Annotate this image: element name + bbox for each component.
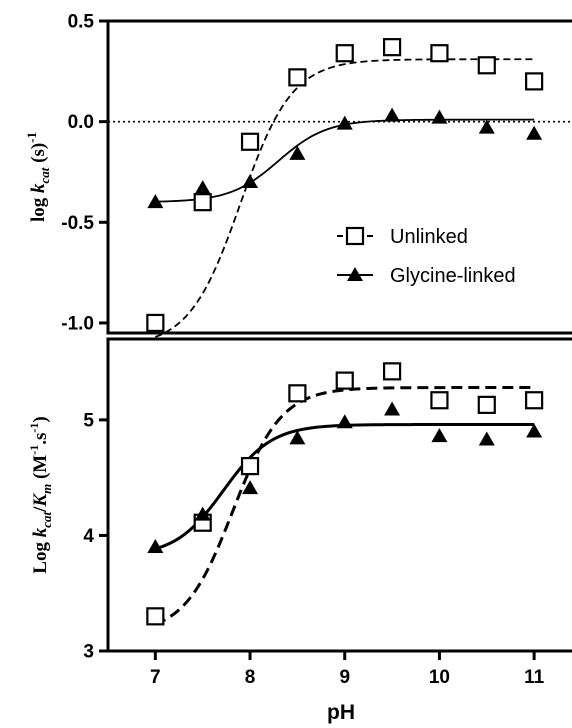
bottom-point-glycine-linked bbox=[478, 431, 495, 446]
top-y-tick-label: -1.0 bbox=[61, 313, 94, 334]
legend: Unlinked Glycine-linked bbox=[337, 226, 516, 287]
bottom-point-unlinked bbox=[288, 384, 307, 403]
bottom-point-unlinked bbox=[240, 457, 260, 476]
bottom-point-glycine-linked bbox=[431, 428, 448, 443]
data-markers bbox=[146, 38, 544, 626]
legend-marker-glycine-linked bbox=[347, 267, 363, 281]
bottom-point-glycine-linked bbox=[384, 401, 401, 416]
bottom-x-tick-label: 8 bbox=[245, 667, 256, 688]
bottom-point-unlinked bbox=[430, 391, 449, 410]
top-point-unlinked bbox=[525, 72, 544, 91]
top-point-unlinked bbox=[382, 38, 402, 57]
x-axis-title: pH bbox=[327, 701, 355, 724]
top-point-glycine-linked bbox=[242, 174, 259, 189]
top-point-glycine-linked bbox=[478, 119, 495, 134]
bottom-point-unlinked bbox=[382, 362, 402, 381]
top-point-unlinked bbox=[240, 132, 260, 151]
bottom-fit-curve-unlinked bbox=[154, 386, 535, 626]
bottom-point-glycine-linked bbox=[194, 506, 211, 521]
top-point-unlinked bbox=[477, 56, 496, 75]
bottom-point-glycine-linked bbox=[526, 423, 543, 438]
top-point-glycine-linked bbox=[289, 145, 306, 160]
bottom-point-unlinked bbox=[525, 391, 544, 410]
fit-curves bbox=[154, 58, 535, 626]
bottom-y-tick-label: 5 bbox=[83, 410, 94, 431]
top-point-glycine-linked bbox=[431, 109, 448, 124]
legend-label-glycine-linked: Glycine-linked bbox=[390, 265, 516, 287]
bottom-y-axis-title: Log kcat/Km (M-1.s-1) bbox=[27, 416, 54, 573]
bottom-point-glycine-linked bbox=[336, 414, 353, 429]
axes bbox=[99, 19, 572, 660]
legend-marker-unlinked bbox=[345, 226, 365, 246]
top-point-glycine-linked bbox=[336, 115, 353, 130]
top-point-unlinked bbox=[335, 44, 354, 63]
top-y-tick-label: 0.0 bbox=[68, 112, 94, 133]
top-y-tick-label: 0.5 bbox=[68, 12, 95, 33]
top-point-unlinked bbox=[288, 68, 307, 87]
bottom-x-tick-label: 9 bbox=[339, 667, 350, 688]
top-point-unlinked bbox=[146, 313, 165, 333]
bottom-point-unlinked bbox=[477, 395, 496, 414]
top-point-glycine-linked bbox=[384, 107, 401, 122]
bottom-y-tick-label: 4 bbox=[83, 526, 94, 547]
bottom-y-tick-label: 3 bbox=[83, 642, 94, 663]
bottom-point-glycine-linked bbox=[242, 480, 259, 495]
top-point-unlinked bbox=[193, 193, 212, 212]
top-point-glycine-linked bbox=[194, 180, 211, 195]
axis-text: 0.5 0.0 -0.5 -1.0 log kcat (s)-1 3 4 5 7 8 9 10 11 pH… bbox=[24, 12, 545, 725]
legend-label-unlinked: Unlinked bbox=[390, 226, 468, 248]
bottom-x-tick-label: 7 bbox=[150, 667, 161, 688]
bottom-point-glycine-linked bbox=[289, 430, 306, 445]
top-fit-curve-unlinked bbox=[155, 58, 535, 338]
top-point-unlinked bbox=[430, 44, 449, 63]
bottom-point-unlinked bbox=[335, 371, 354, 390]
bottom-x-tick-label: 11 bbox=[524, 667, 545, 688]
bottom-point-glycine-linked bbox=[147, 539, 164, 553]
bottom-fit-curve-glycine-linked bbox=[154, 423, 535, 551]
top-fit-curve-glycine-linked bbox=[155, 118, 535, 203]
top-y-axis-title: log kcat (s)-1 bbox=[24, 132, 52, 222]
top-point-glycine-linked bbox=[147, 194, 164, 209]
bottom-point-unlinked bbox=[146, 607, 165, 626]
top-y-tick-label: -0.5 bbox=[61, 213, 94, 234]
top-point-glycine-linked bbox=[526, 125, 543, 140]
bottom-x-tick-label: 10 bbox=[429, 667, 450, 688]
